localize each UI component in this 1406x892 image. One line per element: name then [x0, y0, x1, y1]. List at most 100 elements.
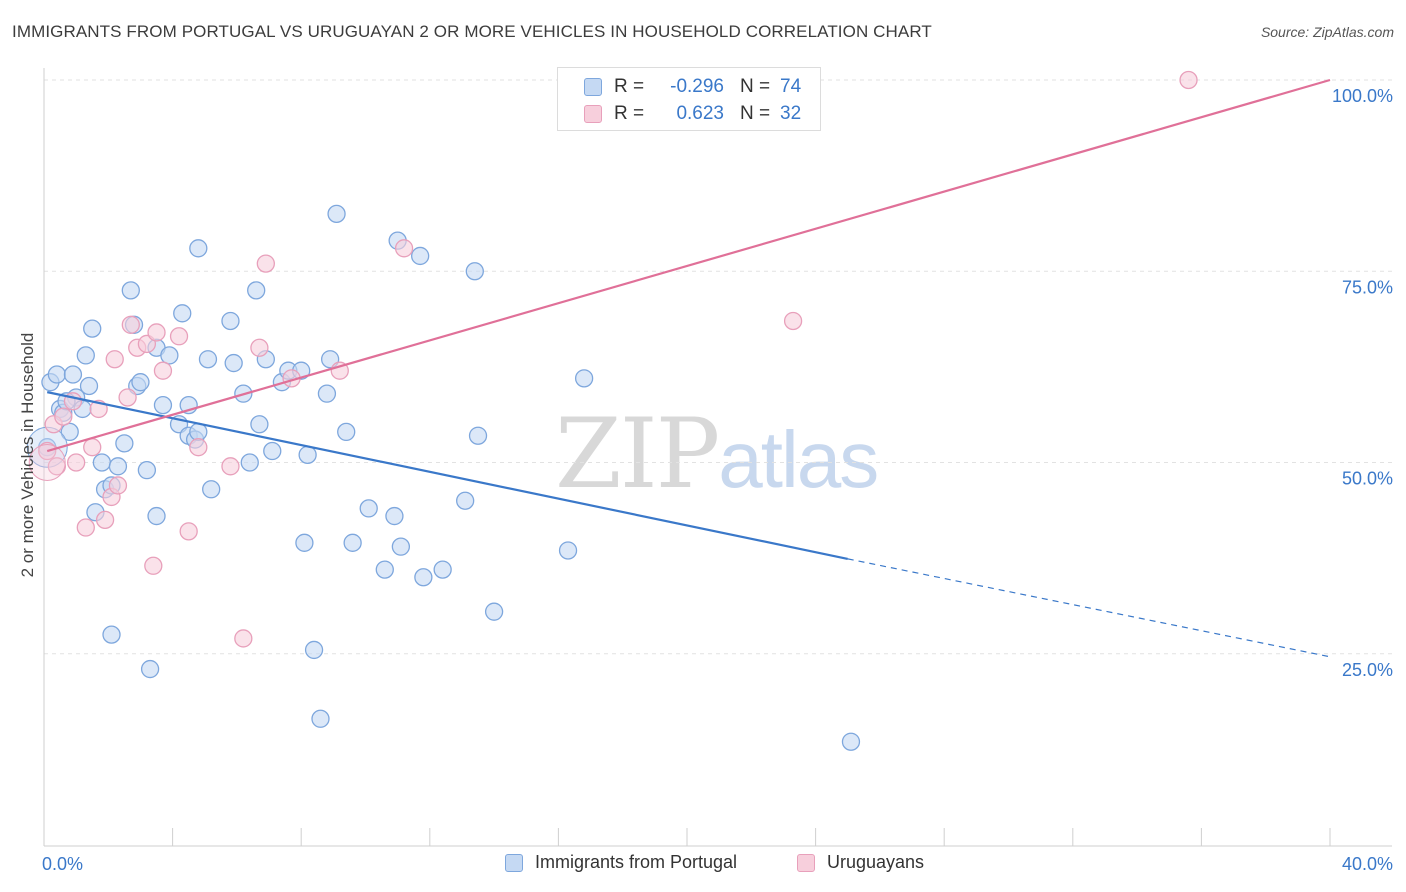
- data-point-uruguayans: [330, 361, 349, 380]
- data-point-uruguayans: [783, 311, 803, 331]
- data-point-uruguayans: [121, 315, 140, 334]
- data-point-uruguayans: [189, 438, 208, 457]
- data-point-uruguayans: [394, 239, 414, 258]
- legend-r-label: R =: [614, 76, 645, 97]
- legend-r-label: R =: [614, 103, 645, 124]
- data-point-portugal: [147, 506, 166, 526]
- legend-swatch-pink: [584, 105, 602, 123]
- watermark-zip: ZIP: [555, 398, 720, 510]
- legend-label-uruguayans: Uruguayans: [827, 852, 925, 872]
- data-point-uruguayans: [76, 518, 95, 537]
- data-point-portugal: [311, 709, 330, 728]
- data-point-portugal: [375, 560, 394, 579]
- data-point-uruguayans: [250, 338, 269, 357]
- legend-r-value: 0.623: [676, 103, 724, 124]
- legend-swatch-pink: [797, 853, 815, 872]
- data-point-portugal: [247, 281, 266, 300]
- legend-swatch-blue: [584, 78, 602, 96]
- data-point-portugal: [153, 395, 173, 415]
- data-point-portugal: [140, 659, 160, 679]
- data-point-portugal: [224, 353, 243, 373]
- data-point-portugal: [240, 453, 259, 472]
- legend-label-portugal: Immigrants from Portugal: [535, 852, 738, 872]
- y-tick-label: 100.0%: [1332, 86, 1393, 106]
- data-point-portugal: [79, 376, 99, 396]
- data-point-uruguayans: [67, 453, 86, 472]
- y-tick-label: 25.0%: [1342, 660, 1393, 680]
- data-point-portugal: [841, 732, 861, 751]
- grid-lines: [44, 79, 1392, 655]
- data-point-portugal: [202, 480, 221, 499]
- data-point-portugal: [102, 625, 121, 644]
- data-point-portugal: [47, 365, 67, 384]
- legend-row-uruguayans: R = 0.623 N = 32: [584, 101, 801, 127]
- data-point-portugal: [92, 453, 112, 472]
- legend-n-label: N =: [740, 76, 771, 97]
- data-point-portugal: [304, 640, 324, 660]
- x-tick-label: 40.0%: [1342, 854, 1393, 874]
- series-portugal-points: [26, 204, 861, 751]
- trend-line-uruguayans: [46, 78, 1331, 453]
- data-point-portugal: [558, 541, 578, 560]
- data-point-portugal: [298, 445, 317, 465]
- data-point-uruguayans: [169, 327, 189, 346]
- data-point-portugal: [108, 457, 128, 476]
- data-point-uruguayans: [256, 254, 275, 273]
- data-point-portugal: [484, 602, 504, 621]
- data-point-portugal: [317, 384, 337, 403]
- watermark-atlas: atlas: [718, 415, 879, 504]
- trend-lines: [46, 78, 1331, 658]
- data-point-uruguayans: [1179, 70, 1198, 90]
- data-point-portugal: [160, 346, 179, 365]
- data-point-portugal: [456, 491, 475, 510]
- data-point-portugal: [359, 499, 378, 518]
- data-point-portugal: [63, 365, 83, 384]
- data-point-portugal: [83, 319, 102, 338]
- data-point-portugal: [414, 568, 433, 587]
- data-point-portugal: [465, 262, 484, 281]
- legend-swatch-blue: [505, 853, 523, 872]
- data-point-uruguayans: [147, 323, 166, 342]
- data-point-uruguayans: [144, 556, 163, 575]
- data-point-portugal: [131, 373, 150, 392]
- data-point-portugal: [250, 415, 269, 434]
- series-uruguayans-points: [28, 70, 1198, 648]
- data-point-uruguayans: [54, 407, 73, 426]
- source-label: Source: ZipAtlas.com: [1260, 24, 1394, 40]
- data-point-portugal: [115, 434, 134, 453]
- y-tick-label: 75.0%: [1342, 277, 1393, 297]
- data-point-portugal: [327, 204, 346, 224]
- legend-item-uruguayans[interactable]: Uruguayans: [797, 852, 924, 873]
- y-axis-label: 2 or more Vehicles in Household: [18, 332, 37, 578]
- data-point-portugal: [60, 422, 79, 442]
- y-tick-label: 50.0%: [1342, 469, 1393, 489]
- data-point-portugal: [121, 281, 140, 300]
- data-point-portugal: [468, 426, 488, 445]
- data-point-portugal: [574, 369, 594, 388]
- correlation-legend: R = -0.296 N = 74 R = 0.623 N = 32: [557, 67, 821, 131]
- data-point-uruguayans-cluster: [28, 444, 66, 481]
- legend-item-portugal[interactable]: Immigrants from Portugal: [505, 852, 737, 873]
- data-point-portugal: [343, 533, 362, 552]
- data-point-uruguayans: [47, 457, 67, 476]
- legend-n-value: 74: [780, 76, 802, 97]
- data-point-uruguayans: [83, 438, 102, 457]
- data-point-portugal: [391, 537, 411, 556]
- trend-line-portugal-extension: [847, 558, 1331, 658]
- data-point-portugal: [189, 239, 208, 258]
- data-point-uruguayans: [105, 350, 124, 369]
- legend-n-value: 32: [780, 103, 802, 124]
- data-point-uruguayans: [95, 510, 115, 530]
- data-point-portugal: [295, 533, 314, 552]
- data-point-portugal: [137, 460, 157, 480]
- data-point-portugal: [76, 346, 95, 365]
- data-point-uruguayans: [153, 361, 173, 380]
- data-point-uruguayans: [234, 629, 253, 648]
- data-point-portugal: [173, 304, 192, 323]
- data-point-portugal: [263, 441, 282, 461]
- legend-row-portugal: R = -0.296 N = 74: [584, 74, 801, 100]
- data-point-uruguayans: [108, 476, 128, 495]
- data-point-portugal: [385, 506, 404, 526]
- data-point-portugal: [411, 246, 430, 266]
